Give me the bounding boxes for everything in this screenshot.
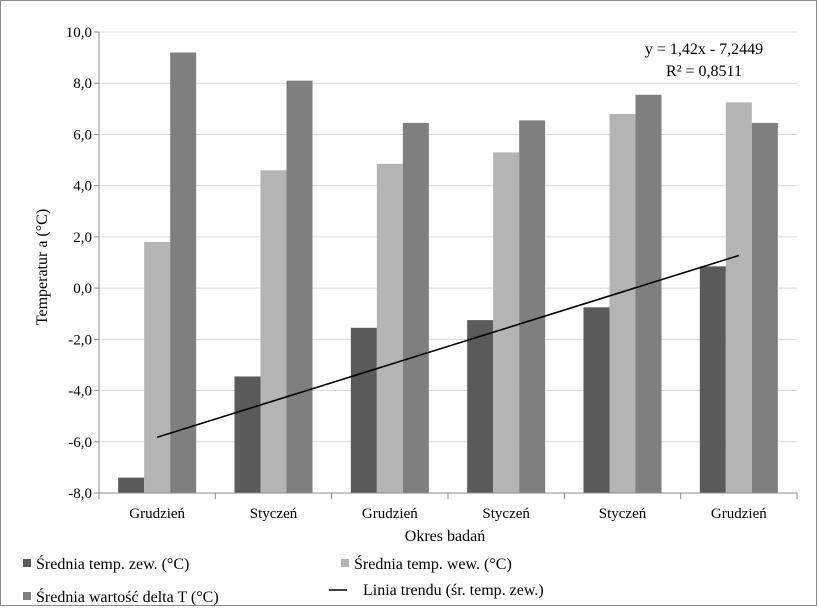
legend-label-trend: Linia trendu (śr. temp. zew.) <box>363 582 544 599</box>
y-tick-label: -6,0 <box>68 435 92 451</box>
trendline <box>156 254 740 439</box>
x-tick-labels: Grudzień Styczeń Grudzień Styczeń Styczeń Gru… <box>129 506 767 522</box>
legend-swatch-int <box>341 559 349 567</box>
y-tick-label: 6,0 <box>73 127 92 143</box>
y-tick-label: 4,0 <box>73 179 92 195</box>
y-tick-label: -4,0 <box>68 384 92 400</box>
y-tick-label: -8,0 <box>68 486 92 502</box>
x-axis-label: Okres badań <box>405 528 485 545</box>
legend-swatch-delta <box>23 592 31 600</box>
bar-1-0 <box>144 242 171 493</box>
x-tick-label: Grudzień <box>129 506 185 522</box>
gridlines <box>99 31 797 494</box>
trend-r2: R² = 0,8511 <box>666 63 742 80</box>
bar-0-2 <box>350 327 377 493</box>
bar-1-1 <box>260 170 287 494</box>
bar-group <box>118 52 778 494</box>
legend-label-int: Średnia temp. wew. (°C) <box>354 554 512 573</box>
legend-label-delta: Średnia wartość delta T (°C) <box>36 587 219 606</box>
y-tick-label: 0,0 <box>73 281 92 297</box>
x-tick-label: Grudzień <box>362 506 418 522</box>
y-tick-labels: -8,0 -6,0 -4,0 -2,0 0,0 2,0 4,0 6,0 8,0 10,0 <box>66 25 92 502</box>
bar-2-0 <box>170 52 197 493</box>
legend: Średnia temp. zew. (°C) Średnia temp. we… <box>23 554 544 606</box>
bar-2-5 <box>751 122 778 494</box>
bar-2-4 <box>635 94 662 493</box>
bar-0-1 <box>234 376 261 493</box>
y-axis-label: Temperatur a (°C) <box>34 209 51 325</box>
bar-0-0 <box>118 477 145 493</box>
legend-label-ext: Średnia temp. zew. (°C) <box>36 554 189 573</box>
y-tick-label: -2,0 <box>68 332 92 348</box>
x-tick-label: Styczeń <box>250 506 298 522</box>
bar-2-3 <box>519 120 546 493</box>
bar-0-3 <box>467 320 494 493</box>
bar-1-2 <box>376 163 403 493</box>
y-tick-label: 8,0 <box>73 76 92 92</box>
bar-0-5 <box>699 266 726 493</box>
trend-equation: y = 1,42x - 7,2449 <box>645 41 763 58</box>
bar-2-1 <box>286 80 313 494</box>
bar-1-4 <box>609 113 636 493</box>
bar-0-4 <box>583 307 610 493</box>
axes <box>94 31 798 499</box>
bar-1-5 <box>725 102 752 494</box>
bar-1-3 <box>493 152 520 493</box>
y-tick-label: 10,0 <box>66 25 92 41</box>
y-tick-label: 2,0 <box>73 230 92 246</box>
x-tick-label: Styczeń <box>482 506 530 522</box>
x-tick-label: Styczeń <box>599 506 647 522</box>
bar-2-2 <box>402 122 429 494</box>
legend-swatch-ext <box>23 559 31 567</box>
x-tick-label: Grudzień <box>711 506 767 522</box>
